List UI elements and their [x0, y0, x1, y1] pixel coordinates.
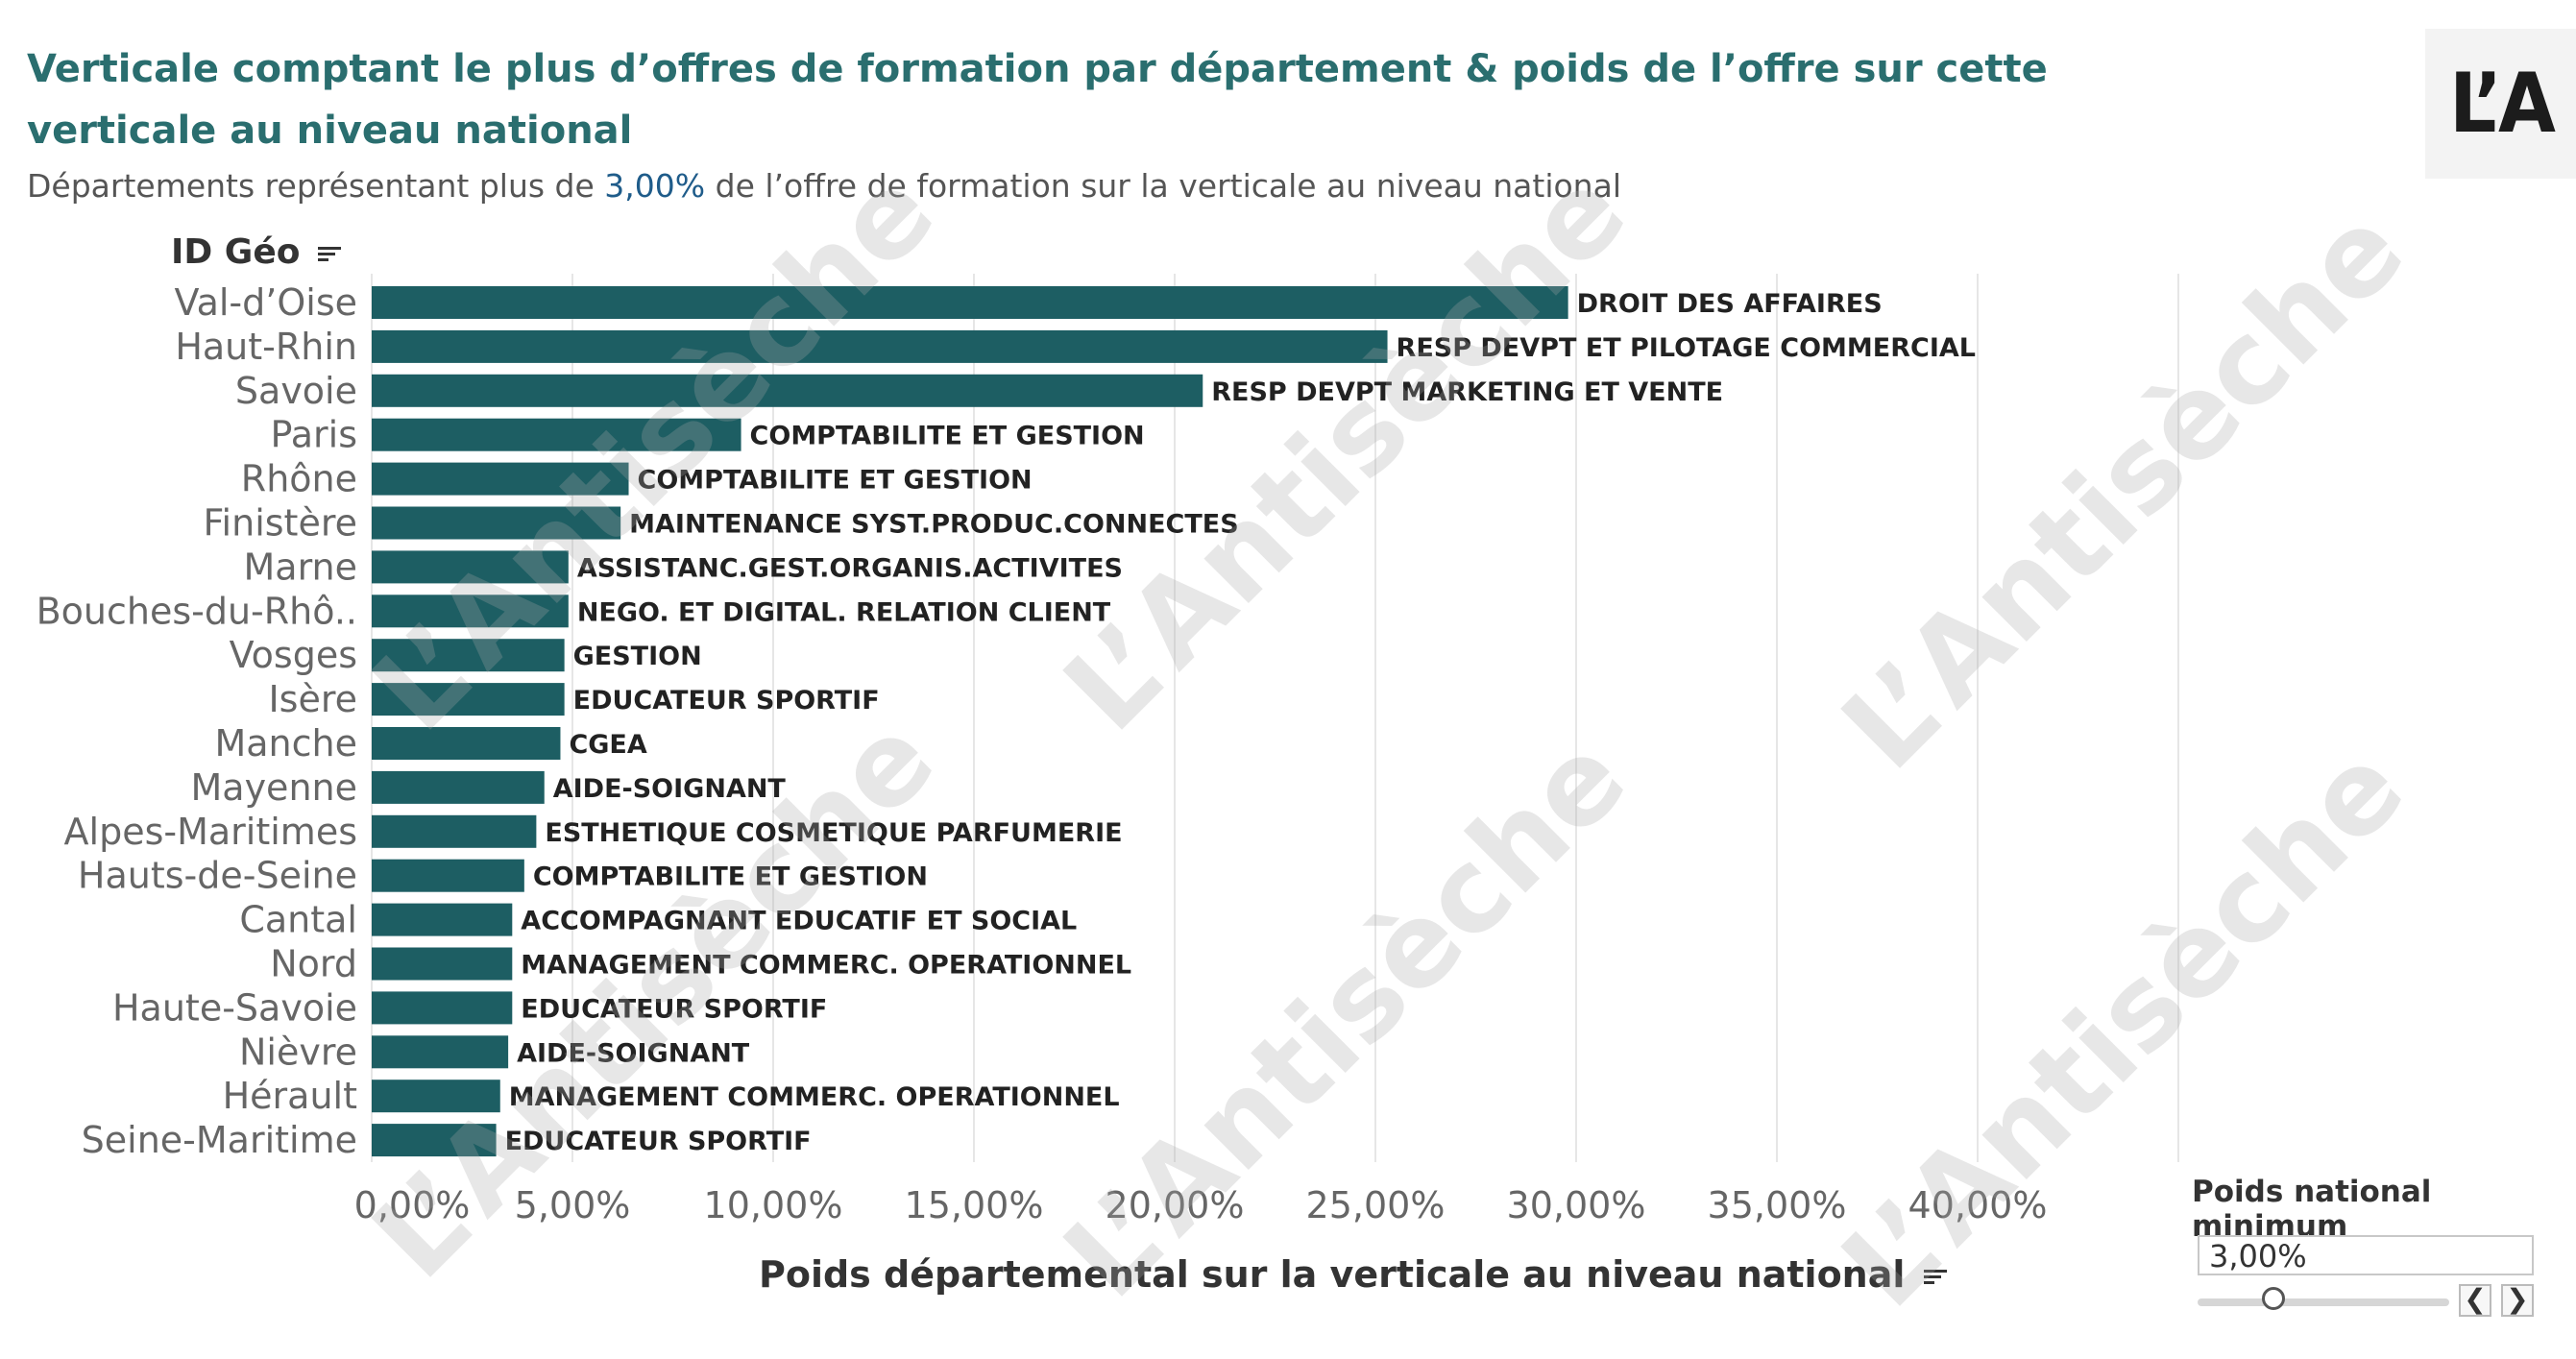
bar-data-label: MANAGEMENT COMMERC. OPERATIONNEL: [509, 1082, 1120, 1112]
chart-title: Verticale comptant le plus d’offres de f…: [27, 47, 2048, 153]
bar: [372, 727, 561, 760]
category-label: Paris: [271, 414, 357, 456]
bar-data-label: EDUCATEUR SPORTIF: [505, 1127, 812, 1156]
bar: [372, 550, 569, 584]
bar: [372, 329, 1388, 363]
x-tick-label: 35,00%: [1708, 1184, 1847, 1226]
bar: [372, 1124, 497, 1157]
category-label: Savoie: [235, 370, 357, 412]
slider-next-button[interactable]: ❯: [2501, 1284, 2534, 1317]
category-label: Hérault: [223, 1075, 357, 1117]
category-label: Mayenne: [191, 766, 358, 809]
bar: [372, 991, 513, 1025]
bar-data-label: EDUCATEUR SPORTIF: [521, 994, 827, 1024]
bar-data-label: AIDE-SOIGNANT: [553, 774, 787, 804]
bar-data-label: MAINTENANCE SYST.PRODUC.CONNECTES: [629, 510, 1238, 540]
y-axis-header[interactable]: ID Géo: [171, 232, 342, 272]
bar: [372, 903, 513, 936]
slider-title: Poids national minimum: [2192, 1175, 2432, 1244]
bar: [372, 770, 545, 804]
category-label: Marne: [244, 546, 358, 588]
x-tick-label: 20,00%: [1106, 1184, 1245, 1226]
bar-data-label: NEGO. ET DIGITAL. RELATION CLIENT: [577, 597, 1111, 627]
bar-data-label: ACCOMPAGNANT EDUCATIF ET SOCIAL: [521, 907, 1077, 936]
x-sort-icon[interactable]: [1923, 1267, 1947, 1287]
x-tick-label: 40,00%: [1908, 1184, 2048, 1226]
bar-data-label: CGEA: [569, 730, 646, 760]
brand-logo: L’A: [2425, 29, 2576, 179]
bar: [372, 1080, 500, 1113]
category-label: Vosges: [230, 634, 357, 676]
bar-data-label: COMPTABILITE ET GESTION: [750, 422, 1145, 451]
slider-track[interactable]: [2198, 1298, 2449, 1306]
category-label: Haut-Rhin: [175, 326, 357, 368]
subtitle-suffix: de l’offre de formation sur la verticale…: [705, 167, 1621, 205]
chart-subtitle: Départements représentant plus de 3,00% …: [27, 165, 1621, 207]
slider-thumb[interactable]: [2261, 1287, 2285, 1310]
bar: [372, 286, 1568, 319]
bar-data-label: DROIT DES AFFAIRES: [1577, 289, 1883, 319]
x-axis-title-label: Poids départemental sur la verticale au …: [759, 1253, 1906, 1296]
y-axis-header-label: ID Géo: [171, 232, 301, 272]
category-label: Alpes-Maritimes: [64, 811, 357, 853]
slider-value-input[interactable]: 3,00%: [2198, 1235, 2534, 1275]
bar-data-label: RESP DEVPT MARKETING ET VENTE: [1211, 377, 1723, 407]
x-tick-label: 15,00%: [905, 1184, 1044, 1226]
bar: [372, 683, 565, 716]
bar: [372, 639, 565, 672]
bar: [372, 859, 524, 892]
bar-chart: DROIT DES AFFAIRES Val-d’Oise RESP DEVPT E…: [36, 274, 2179, 1226]
category-label: Nièvre: [239, 1031, 357, 1073]
bar-data-label: COMPTABILITE ET GESTION: [533, 862, 928, 892]
x-tick-label: 10,00%: [704, 1184, 843, 1226]
category-label: Rhône: [241, 458, 357, 500]
x-axis-title[interactable]: Poids départemental sur la verticale au …: [759, 1253, 1947, 1296]
bar: [372, 1035, 509, 1069]
bar: [372, 462, 629, 496]
category-label: Manche: [214, 722, 357, 764]
bar-data-label: EDUCATEUR SPORTIF: [573, 686, 880, 716]
bar: [372, 418, 741, 451]
subtitle-threshold: 3,00%: [604, 167, 706, 205]
bar: [372, 595, 569, 628]
x-tick-label: 30,00%: [1507, 1184, 1646, 1226]
bar-data-label: MANAGEMENT COMMERC. OPERATIONNEL: [521, 951, 1131, 981]
category-label: Bouches-du-Rhô..: [36, 590, 357, 632]
bar: [372, 814, 537, 848]
category-label: Nord: [270, 943, 357, 985]
category-label: Finistère: [203, 502, 357, 545]
category-label: Seine-Maritime: [82, 1119, 357, 1161]
sort-icon[interactable]: [318, 244, 342, 264]
bar: [372, 374, 1203, 407]
x-tick-label: 0,00%: [354, 1184, 471, 1226]
category-label: Isère: [268, 678, 357, 720]
bar-data-label: AIDE-SOIGNANT: [517, 1038, 750, 1068]
x-tick-label: 5,00%: [515, 1184, 631, 1226]
subtitle-prefix: Départements représentant plus de: [27, 167, 605, 205]
x-tick-label: 25,00%: [1306, 1184, 1446, 1226]
bar: [372, 947, 513, 981]
slider-prev-button[interactable]: ❮: [2459, 1284, 2491, 1317]
bar-data-label: ASSISTANC.GEST.ORGANIS.ACTIVITES: [577, 553, 1123, 583]
category-label: Hauts-de-Seine: [78, 855, 357, 897]
bar-data-label: RESP DEVPT ET PILOTAGE COMMERCIAL: [1397, 333, 1976, 363]
bar-data-label: GESTION: [573, 642, 702, 671]
bar-data-label: COMPTABILITE ET GESTION: [638, 466, 1033, 496]
category-label: Cantal: [239, 899, 357, 941]
category-label: Haute-Savoie: [112, 986, 357, 1029]
category-label: Val-d’Oise: [175, 281, 357, 324]
bar: [372, 506, 621, 540]
bar-data-label: ESTHETIQUE COSMETIQUE PARFUMERIE: [545, 818, 1122, 848]
